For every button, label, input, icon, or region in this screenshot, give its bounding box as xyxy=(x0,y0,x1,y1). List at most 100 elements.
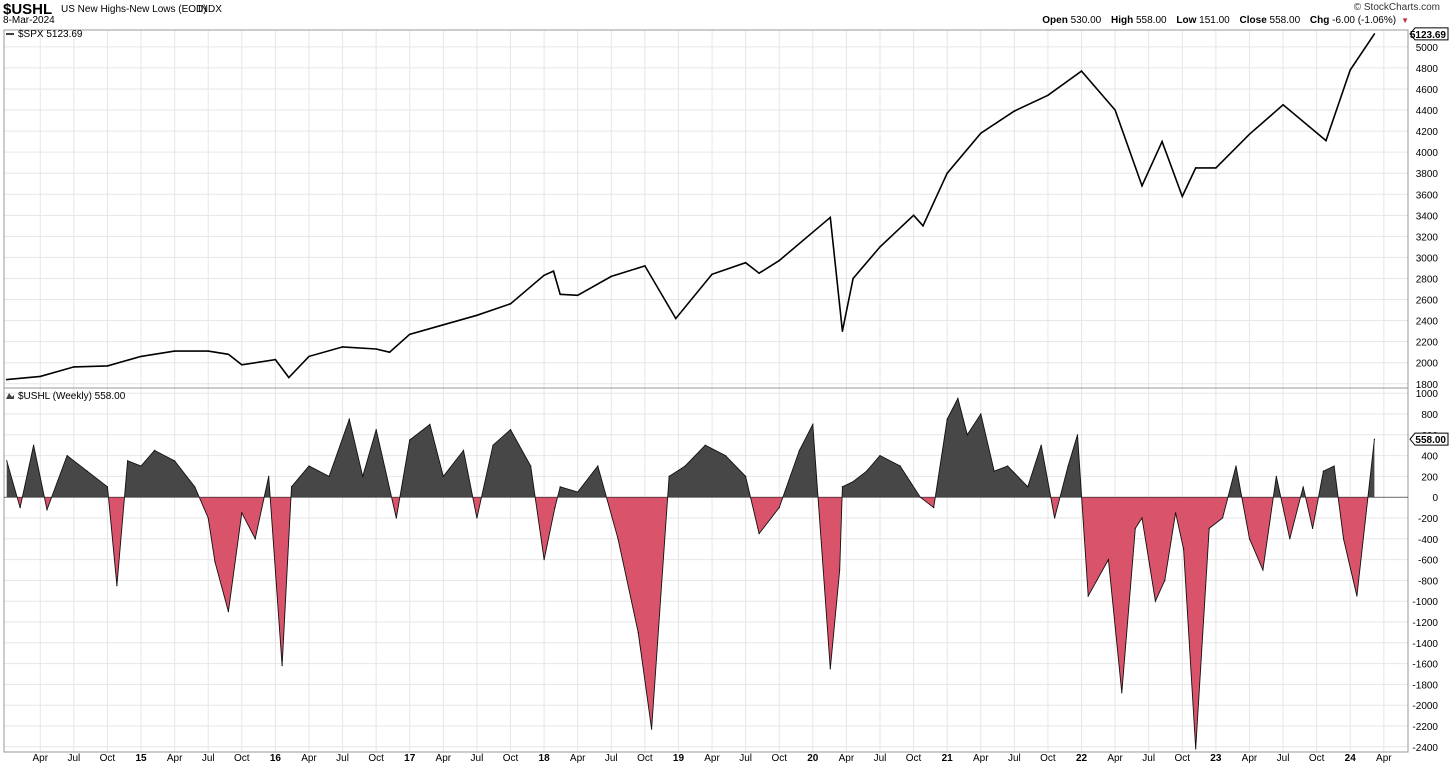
spx-data-point xyxy=(140,355,142,358)
spx-data-point xyxy=(288,376,290,379)
ushl-panel[interactable] xyxy=(4,397,1408,750)
x-tick-label: 24 xyxy=(1345,753,1357,764)
spx-data-point xyxy=(778,259,781,262)
x-tick-label: 19 xyxy=(673,753,685,764)
x-tick-label: Oct xyxy=(906,753,922,764)
spx-data-point xyxy=(1325,139,1327,142)
ushl-data-point xyxy=(957,397,959,399)
ushl-data-point xyxy=(1356,595,1358,597)
ushl-data-point xyxy=(554,507,556,509)
close-label: Close xyxy=(1239,15,1267,26)
spx-data-point xyxy=(1080,70,1083,72)
spx-data-point xyxy=(829,216,832,219)
exchange-label: INDX xyxy=(198,4,222,15)
ushl-data-point xyxy=(1275,475,1277,477)
frame-layer xyxy=(3,29,1409,753)
ushl-data-point xyxy=(66,455,68,457)
ushl-data-point xyxy=(668,475,670,477)
ushl-data-point xyxy=(899,465,901,467)
ushl-data-point xyxy=(745,475,747,477)
ticker-name: US New Highs-New Lows (EOD) xyxy=(61,4,207,15)
ushl-data-point xyxy=(559,486,561,488)
ushl-data-point xyxy=(1262,569,1264,571)
x-tick-label: Oct xyxy=(1175,753,1191,764)
spx-data-point xyxy=(758,272,760,275)
spx-data-point xyxy=(1194,167,1197,169)
ushl-data-point xyxy=(462,449,465,451)
ushl-data-point xyxy=(174,460,176,462)
ushl-data-point xyxy=(704,444,706,446)
spx-data-point xyxy=(1248,133,1251,136)
ushl-data-point xyxy=(268,475,270,477)
spx-y-tick-label: 2000 xyxy=(1416,359,1439,370)
ushl-y-tick-label: 0 xyxy=(1432,493,1438,504)
x-tick-label: 17 xyxy=(404,753,416,764)
spx-y-tick-label: 2200 xyxy=(1416,338,1439,349)
ushl-y-tick-label: -2200 xyxy=(1412,722,1438,733)
spx-data-point xyxy=(879,246,881,248)
x-tick-label: Apr xyxy=(32,753,48,764)
ushl-data-point xyxy=(1174,512,1177,514)
ticker-symbol[interactable]: $USHL xyxy=(3,1,53,18)
x-tick-label: Apr xyxy=(301,753,317,764)
ushl-data-point xyxy=(409,439,411,441)
x-tick-label: Apr xyxy=(704,753,720,764)
spx-y-tick-label: 4400 xyxy=(1416,106,1439,117)
ushl-data-point xyxy=(1333,465,1335,467)
ushl-positive-area[interactable] xyxy=(6,398,1375,749)
x-tick-label: Apr xyxy=(1107,753,1123,764)
spx-series-line[interactable] xyxy=(6,33,1376,381)
ushl-data-point xyxy=(1208,527,1210,530)
spx-data-point xyxy=(341,346,344,348)
ushl-data-point xyxy=(841,486,843,488)
open-value: 530.00 xyxy=(1070,15,1102,26)
spx-data-point xyxy=(559,293,562,296)
ushl-data-point xyxy=(32,444,35,446)
ushl-data-point xyxy=(865,470,868,472)
spx-panel[interactable] xyxy=(5,33,1376,381)
spx-data-point xyxy=(408,333,411,336)
ushl-data-point xyxy=(946,418,948,420)
ushl-y-tick-label: -200 xyxy=(1418,514,1438,525)
ushl-data-point xyxy=(1342,538,1345,540)
spx-y-tick-label: 3200 xyxy=(1416,232,1439,243)
spx-data-point xyxy=(644,265,646,267)
close-value: 558.00 xyxy=(1269,15,1301,26)
ushl-negative-area[interactable] xyxy=(7,398,1375,749)
ushl-data-point xyxy=(724,455,727,457)
spx-data-point xyxy=(173,350,176,352)
x-tick-label: Oct xyxy=(771,753,787,764)
spx-data-point xyxy=(812,231,814,233)
svg-text:558.00: 558.00 xyxy=(1415,435,1446,446)
x-tick-label: Oct xyxy=(1309,753,1325,764)
x-tick-label: Oct xyxy=(234,753,250,764)
spx-data-point xyxy=(39,375,42,378)
low-value: 151.00 xyxy=(1199,15,1230,26)
spx-data-point xyxy=(576,294,579,297)
chg-value: -6.00 (-1.06%) xyxy=(1332,15,1397,26)
spx-data-point xyxy=(274,358,277,361)
ushl-data-point xyxy=(194,486,196,488)
ushl-data-point xyxy=(1107,559,1109,561)
spx-data-point xyxy=(106,365,109,367)
ushl-data-point xyxy=(1312,527,1314,530)
ushl-data-point xyxy=(241,512,243,514)
ushl-data-point xyxy=(933,507,935,509)
spx-data-point xyxy=(509,302,512,305)
spx-y-tick-label: 4200 xyxy=(1416,127,1439,138)
spx-data-point xyxy=(674,317,677,320)
x-tick-label: Oct xyxy=(368,753,384,764)
open-label: Open xyxy=(1042,15,1068,26)
x-tick-label: Jul xyxy=(605,753,618,764)
ushl-data-point xyxy=(476,517,478,519)
ushl-y-tick-label: 1000 xyxy=(1416,389,1439,400)
ushl-y-tick-label: -800 xyxy=(1418,576,1438,587)
x-tick-label: Apr xyxy=(839,753,855,764)
ushl-data-point xyxy=(1087,595,1089,597)
x-tick-label: Oct xyxy=(1040,753,1056,764)
spx-data-point xyxy=(1282,103,1284,106)
x-tick-label: Oct xyxy=(637,753,653,764)
copyright-label[interactable]: © StockCharts.com xyxy=(1353,2,1440,13)
spx-data-point xyxy=(1141,185,1143,187)
